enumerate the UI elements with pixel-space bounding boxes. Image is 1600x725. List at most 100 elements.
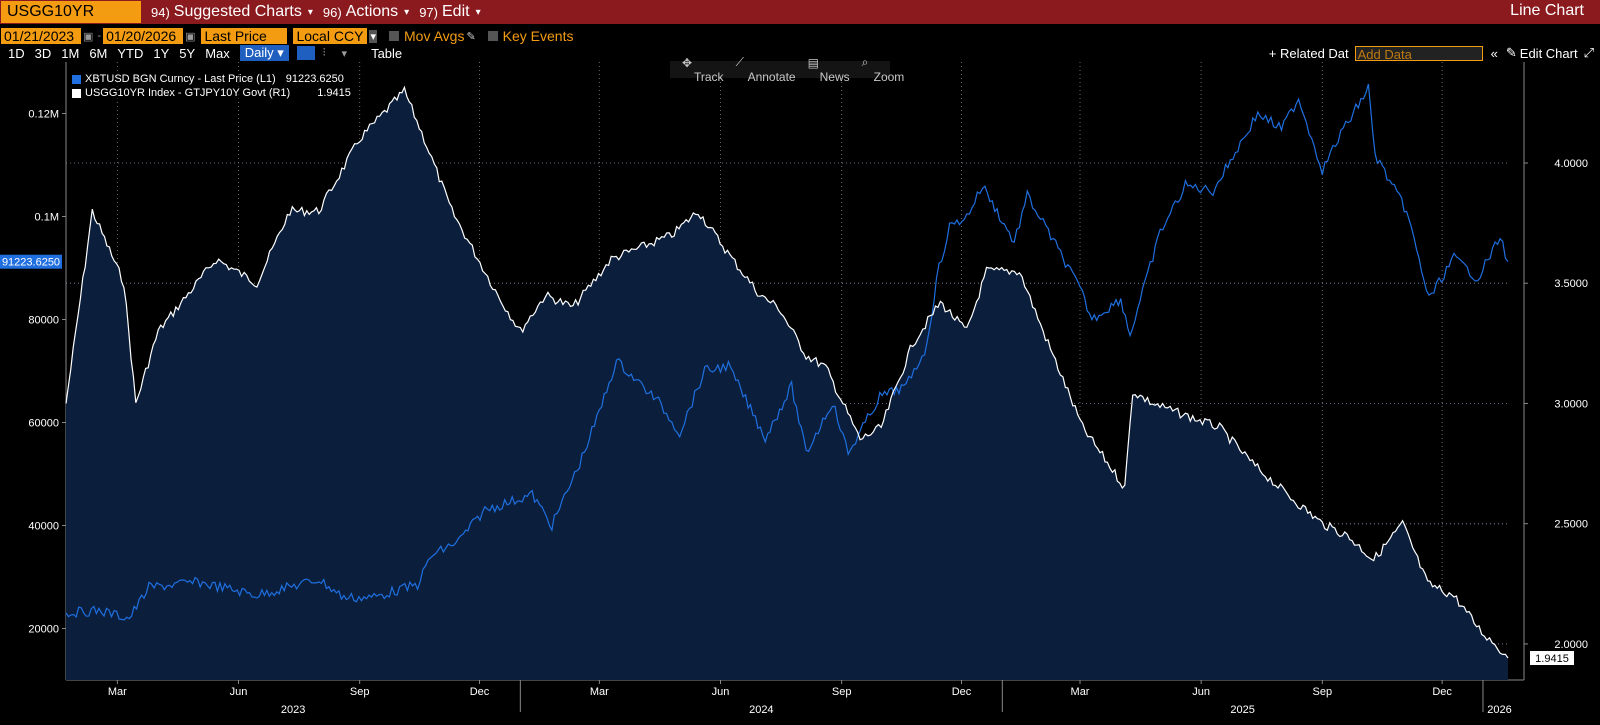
suggested-charts-menu[interactable]: 94) Suggested Charts ▾ [151,3,313,21]
key-events-checkbox[interactable] [487,31,498,41]
x-tick-label: Sep [832,686,852,698]
related-data-button[interactable]: + Related Dat [1268,45,1349,61]
x-tick-label: Dec [952,686,972,698]
series-1-value: 91223.6250 [285,73,344,85]
x-tick-label: Sep [350,686,370,698]
track-tool[interactable]: ✥ Track [682,55,724,84]
actions-label: Actions [345,3,399,20]
legend-item[interactable]: XBTUSD BGN Curncy - Last Price (L1) 9122… [72,72,351,86]
right-tick-label: 3.5000 [1554,278,1588,290]
year-label: 2023 [281,704,305,716]
mov-avgs-checkbox[interactable] [389,31,400,41]
left-tick-label: 80000 [28,315,59,327]
series-1-line [65,83,1509,621]
series-1-swatch [72,74,81,84]
x-tick-label: Mar [1071,686,1090,698]
legend-item[interactable]: USGG10YR Index - GTJPY10Y Govt (R1) 1.94… [72,86,351,100]
x-tick-label: Jun [712,686,730,698]
left-tick-label: 40000 [28,521,59,533]
actions-menu[interactable]: 96) Actions ▾ [323,3,409,21]
x-tick-label: Dec [1432,686,1452,698]
suggested-charts-label: Suggested Charts [173,3,302,20]
suggested-charts-code: 94) [151,4,170,20]
edit-code: 97) [419,4,438,20]
series-2-last-value: 1.9415 [1535,653,1569,665]
track-label: Track [694,69,724,84]
chevron-down-icon: ▾ [307,6,313,18]
news-label: News [819,69,850,84]
pencil-icon[interactable]: ✎ [466,30,476,43]
series-1-last-box [0,254,62,269]
chevron-down-icon[interactable]: ▾ [369,29,378,43]
ticker-field[interactable]: USGG10YR Index [1,1,141,42]
left-tick-label: 0.1M [35,212,59,224]
x-tick-label: Mar [108,686,127,698]
collapse-icon[interactable]: « [1490,45,1498,61]
menu-bar: USGG10YR Index 94) Suggested Charts ▾ 96… [0,0,1600,42]
calendar-icon[interactable]: ▣ [83,30,94,43]
right-tick-label: 2.5000 [1554,519,1588,531]
year-label: 2026 [1487,704,1511,716]
maximize-icon[interactable]: ⤢ [1583,45,1594,60]
chart-type-title: Line Chart [1510,2,1584,19]
bar-style-icon[interactable]: ⫶ [322,46,326,59]
x-tick-label: Dec [470,686,490,698]
edit-menu[interactable]: 97) Edit ▾ [419,3,480,21]
date-separator: - [97,30,102,42]
frequency-select[interactable]: Daily ▾ [239,45,289,61]
right-tick-label: 2.0000 [1554,639,1588,651]
annotate-tool[interactable]: ⟋ Annotate [735,55,796,84]
key-events-label: Key Events [502,28,574,44]
left-tick-label: 60000 [28,418,59,430]
range-row: 1D 3D 1M 6M YTD 1Y 5Y Max Daily ▾ ⫶ ▾ Ta… [0,45,1600,61]
series-1-last-value: 91223.6250 [2,257,60,269]
news-tool[interactable]: ▤ News [807,55,850,84]
range-ytd[interactable]: YTD [117,45,144,61]
x-axis: Mar Jun Sep Dec Mar Jun Sep Dec Mar Jun Sep Dec 2023… [108,680,1512,716]
x-tick-label: Sep [1313,686,1333,698]
range-1d[interactable]: 1D [8,45,25,61]
series-2-name: USGG10YR Index - GTJPY10Y Govt (R1) [85,87,291,99]
start-date-input[interactable]: 01/21/2023 [1,28,81,44]
year-label: 2025 [1230,704,1254,716]
edit-label: Edit [442,3,470,20]
right-tick-label: 3.0000 [1554,398,1588,410]
series-1-name: XBTUSD BGN Curncy - Last Price (L1) [85,73,276,85]
calendar-icon[interactable]: ▣ [185,30,196,43]
left-tick-label: 20000 [28,624,59,636]
range-6m[interactable]: 6M [89,45,108,61]
range-1y[interactable]: 1Y [153,45,170,61]
related-data-bar: + Related Dat Add Data « ✎ Edit Chart ⤢ [1268,45,1594,62]
zoom-tool[interactable]: ⌕ Zoom [861,55,905,84]
year-label: 2024 [749,704,773,716]
x-tick-label: Jun [1192,686,1210,698]
end-date-input[interactable]: 01/20/2026 [103,28,184,44]
frequency-label: Daily [244,45,274,60]
range-5y[interactable]: 5Y [179,45,196,61]
range-1m[interactable]: 1M [61,45,80,61]
chart-tools: ✥ Track ⟋ Annotate ▤ News ⌕ Zoom [670,55,904,84]
annotate-label: Annotate [747,70,796,84]
actions-code: 96) [322,4,342,20]
series-2-line [65,85,1509,659]
range-max[interactable]: Max [205,45,230,61]
chart-legend: XBTUSD BGN Curncy - Last Price (L1) 9122… [68,72,357,102]
add-data-input[interactable]: Add Data [1354,45,1483,62]
chevron-down-icon: ▾ [404,6,410,18]
range-3d[interactable]: 3D [34,45,52,61]
chevron-down-icon: ▾ [475,6,481,18]
last-value-labels: 91223.6250 1.9415 [0,254,1574,665]
series-2-last-box [1530,650,1574,665]
right-tick-label: 4.0000 [1554,158,1588,170]
x-tick-label: Mar [590,686,609,698]
line-chart-icon[interactable] [296,46,315,60]
table-button[interactable]: Table [371,45,403,61]
currency-select[interactable]: Local CCY [293,28,368,44]
chevron-down-icon[interactable]: ▾ [341,47,348,60]
settings-row: 01/21/2023 ▣ - 01/20/2026 ▣ Last Price L… [0,27,1600,45]
price-field-select[interactable]: Last Price [201,28,288,44]
left-axis: 20000 40000 60000 80000 0.1M 0.12M [28,109,66,636]
pencil-icon[interactable]: ✎ [1505,45,1517,60]
edit-chart-button[interactable]: Edit Chart [1519,45,1578,61]
